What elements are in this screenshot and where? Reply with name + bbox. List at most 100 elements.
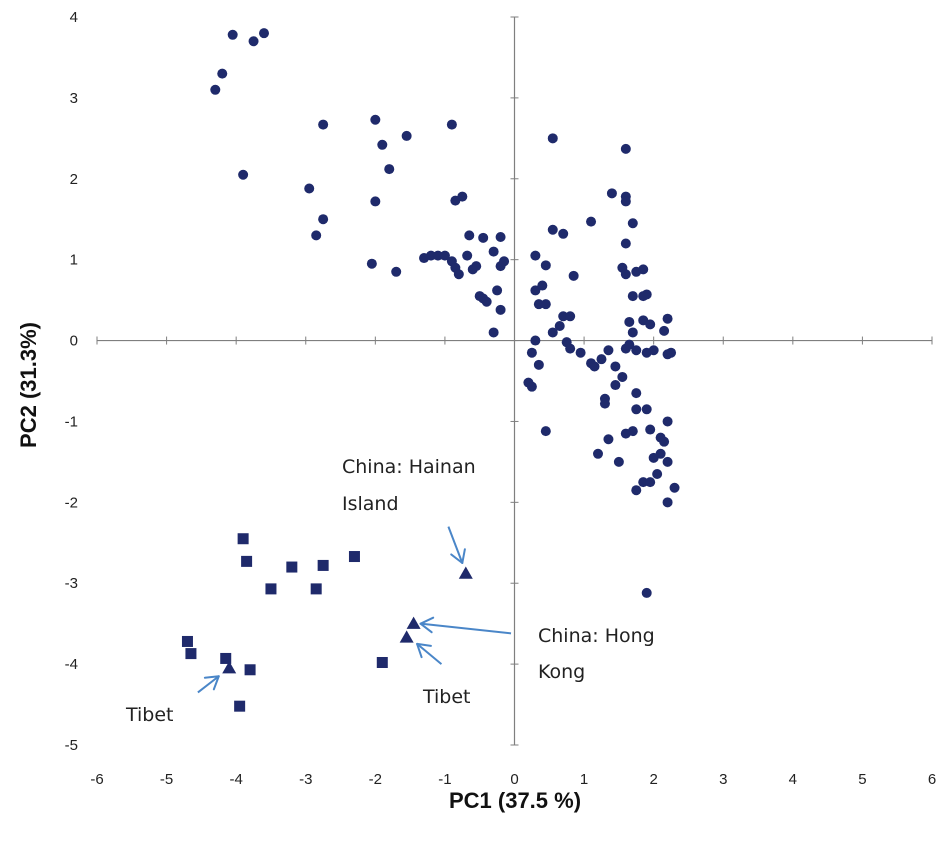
circle-point	[318, 214, 329, 225]
circle-point	[533, 359, 544, 370]
y-axis-title: PC2 (31.3%)	[16, 322, 41, 448]
circle-point	[259, 28, 269, 39]
x-tick-label: -3	[299, 771, 312, 788]
x-tick-label: 4	[789, 771, 797, 788]
square-point	[181, 635, 193, 647]
circle-point	[453, 269, 464, 280]
annotation-arrowhead	[203, 675, 220, 679]
y-tick-label: -1	[65, 413, 78, 430]
x-tick-label: 3	[719, 771, 727, 788]
circle-point	[366, 258, 377, 269]
x-axis-title: PC1 (37.5 %)	[449, 788, 581, 813]
annotation-hongkong-line1: China: Hong	[538, 625, 655, 647]
circle-point	[610, 361, 621, 372]
annotation-arrowhead	[450, 553, 464, 564]
circle-point	[662, 313, 673, 324]
square-point	[286, 561, 298, 573]
circle-point	[530, 250, 541, 261]
circle-point	[217, 68, 228, 79]
circle-point	[210, 84, 221, 95]
axes	[96, 16, 933, 746]
x-tick-label: 2	[649, 771, 657, 788]
circle-point	[638, 477, 649, 488]
square-point	[244, 664, 256, 676]
circle-point	[533, 299, 544, 310]
circle-point	[645, 477, 656, 488]
circle-point	[631, 485, 642, 496]
circle-point	[478, 232, 489, 243]
annotation-hainan-line2: Island	[342, 493, 399, 515]
data-points	[181, 28, 680, 712]
circle-point	[565, 343, 576, 354]
circle-point	[669, 482, 680, 493]
annotation-arrowhead	[212, 675, 220, 691]
circle-point	[377, 139, 388, 150]
circle-point	[638, 264, 649, 275]
x-tick-label: -2	[369, 771, 382, 788]
circle-point	[606, 188, 617, 199]
annotation-arrow	[447, 526, 464, 564]
circle-point	[638, 291, 649, 302]
circle-point	[645, 424, 656, 435]
circle-point	[370, 196, 381, 207]
circle-point	[620, 196, 631, 207]
circle-point	[248, 36, 259, 47]
circle-point	[652, 469, 663, 480]
tick-labels: -6 -5 -4 -3 -2 -1 0 1 2 3 4 5 6 4 3 2 1 0 -1 -2 -3 -4 -5	[65, 9, 937, 788]
x-tick-label: 6	[928, 771, 936, 788]
square-point	[265, 583, 277, 595]
circle-point	[631, 345, 642, 356]
circle-point	[620, 238, 631, 249]
circle-point	[586, 216, 597, 227]
x-tick-label: -6	[90, 771, 103, 788]
circle-point	[439, 250, 450, 261]
circle-point	[318, 119, 329, 130]
circle-point	[540, 299, 551, 310]
circle-point	[446, 119, 457, 130]
annotation-arrowhead	[416, 642, 423, 659]
circle-point	[462, 250, 473, 261]
circle-point	[631, 388, 642, 399]
annotation-hongkong-line2: Kong	[538, 661, 585, 683]
circle-point	[666, 347, 677, 358]
circle-point	[540, 426, 551, 437]
circle-point	[304, 183, 315, 194]
triangle-point	[222, 661, 237, 674]
circle-point	[641, 587, 652, 598]
annotation-arrowhead	[416, 642, 432, 647]
circle-point	[568, 270, 579, 281]
circle-point	[558, 228, 569, 239]
circle-point	[488, 327, 499, 338]
circle-point	[645, 319, 656, 330]
circle-point	[659, 436, 670, 447]
x-tick-label: 5	[858, 771, 866, 788]
circle-point	[558, 311, 569, 322]
circle-point	[659, 325, 670, 336]
annotation-arrow	[197, 675, 220, 694]
circle-point	[627, 327, 638, 338]
square-point	[220, 652, 232, 664]
circle-point	[624, 339, 635, 350]
circle-point	[565, 311, 576, 322]
circle-point	[620, 143, 631, 154]
square-point	[234, 700, 246, 712]
circle-point	[575, 347, 586, 358]
circle-point	[589, 361, 600, 372]
circle-point	[596, 354, 607, 365]
circle-point	[495, 304, 506, 315]
circle-point	[547, 327, 558, 338]
circle-point	[450, 195, 461, 206]
square-point	[376, 656, 388, 668]
circle-point	[471, 261, 482, 272]
x-tick-label: -5	[160, 771, 173, 788]
annotation-arrow	[416, 643, 443, 665]
triangle-point	[406, 616, 421, 629]
square-point	[241, 555, 253, 567]
x-tick-label: 0	[510, 771, 518, 788]
y-tick-label: -4	[65, 656, 78, 673]
square-point	[310, 583, 322, 595]
circle-point	[401, 130, 412, 141]
circle-point	[603, 434, 614, 445]
circle-point	[547, 224, 558, 235]
